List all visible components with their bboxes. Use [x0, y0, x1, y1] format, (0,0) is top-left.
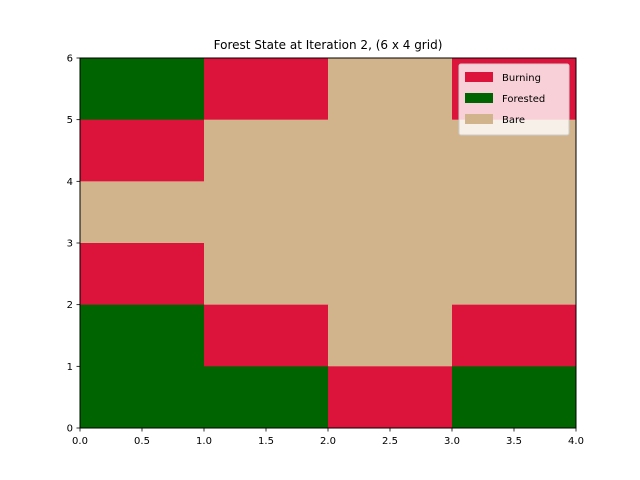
y-tick-label: 5 [67, 115, 73, 126]
x-tick-label: 3.5 [506, 436, 522, 447]
chart-title: Forest State at Iteration 2, (6 x 4 grid… [214, 38, 443, 52]
grid-cell-bare [328, 243, 453, 306]
x-tick-label: 1.0 [196, 436, 212, 447]
x-tick-label: 2.5 [382, 436, 398, 447]
x-tick-label: 4.0 [568, 436, 584, 447]
y-tick-label: 0 [67, 424, 73, 435]
grid-cell-bare [328, 119, 453, 182]
x-tick-label: 2.0 [320, 436, 336, 447]
y-axis: 0 1 2 3 4 5 6 [67, 54, 80, 435]
grid-cell-bare [328, 58, 453, 121]
grid-cell-burning [204, 58, 329, 121]
grid-cell-bare [204, 181, 329, 244]
grid-cell-bare [204, 119, 329, 182]
x-axis: 0.0 0.5 1.0 1.5 2.0 2.5 3.0 3.5 4.0 [72, 428, 584, 447]
legend-label-bare: Bare [502, 115, 525, 126]
legend-swatch-bare [465, 114, 493, 124]
y-tick-label: 3 [67, 239, 73, 250]
grid-cell-bare [204, 243, 329, 306]
legend-swatch-burning [465, 72, 493, 82]
grid-cell-forested [80, 58, 205, 121]
legend-label-forested: Forested [502, 94, 545, 105]
grid-cell-forested [204, 366, 329, 429]
y-tick-label: 6 [67, 54, 73, 65]
grid-cell-bare [328, 181, 453, 244]
grid-cell-burning [80, 119, 205, 182]
y-tick-label: 4 [67, 177, 73, 188]
grid-cell-bare [328, 304, 453, 367]
grid-cell-forested [452, 366, 577, 429]
grid-cell-forested [80, 304, 205, 367]
grid-cell-burning [452, 304, 577, 367]
grid-cell-bare [452, 243, 577, 306]
x-tick-label: 0.0 [72, 436, 88, 447]
legend-label-burning: Burning [502, 73, 541, 84]
x-tick-label: 3.0 [444, 436, 460, 447]
grid-cell-burning [80, 243, 205, 306]
grid-cell-bare [80, 181, 205, 244]
grid-cell-burning [204, 304, 329, 367]
x-tick-label: 0.5 [134, 436, 150, 447]
y-tick-label: 1 [67, 362, 73, 373]
legend: Burning Forested Bare [458, 63, 570, 136]
y-tick-label: 2 [67, 300, 73, 311]
grid-cell-burning [328, 366, 453, 429]
grid-cell-forested [80, 366, 205, 429]
x-tick-label: 1.5 [258, 436, 274, 447]
legend-swatch-forested [465, 93, 493, 103]
grid-cell-bare [452, 181, 577, 244]
